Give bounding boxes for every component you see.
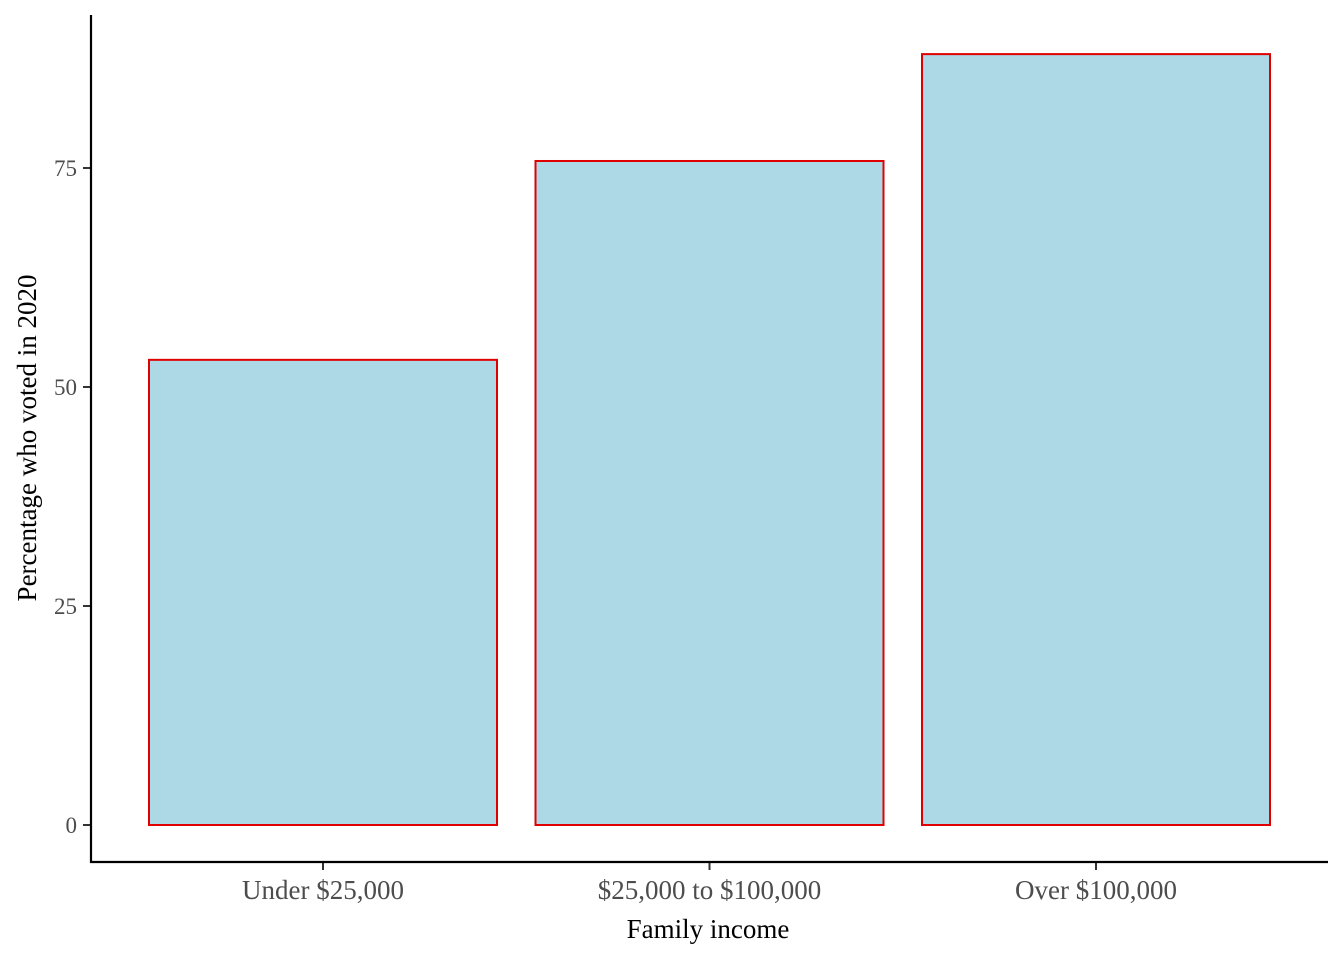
y-tick-label: 0 [66, 813, 78, 838]
bar-1 [148, 358, 498, 826]
x-tick-label: Under $25,000 [242, 875, 404, 905]
x-tick-label: $25,000 to $100,000 [598, 875, 822, 905]
x-axis-ticks: Under $25,000 $25,000 to $100,000 Over $10… [242, 862, 1177, 905]
bar-3 [921, 53, 1271, 827]
y-tick-label: 75 [54, 156, 77, 181]
x-axis-title: Family income [627, 914, 790, 944]
x-tick-label: Over $100,000 [1015, 875, 1177, 905]
y-axis-title: Percentage who voted in 2020 [12, 275, 42, 602]
y-tick-label: 50 [54, 375, 77, 400]
bars-group [148, 53, 1271, 827]
y-axis-ticks: 0 25 50 75 [54, 156, 91, 838]
y-tick-label: 25 [54, 594, 77, 619]
bar-2 [534, 159, 885, 826]
